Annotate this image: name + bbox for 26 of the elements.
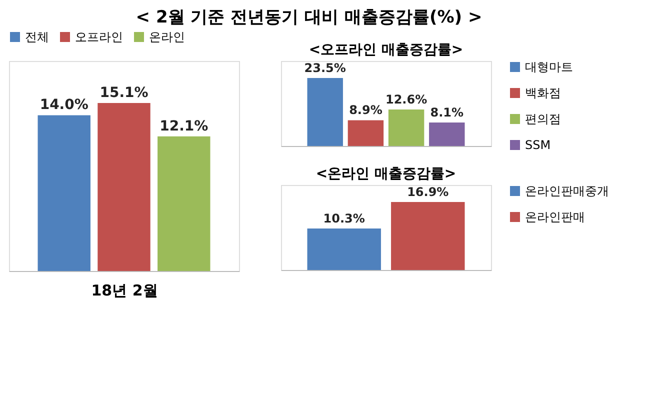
text: < 2월 기준 전년동기 대비 매출증감률(%) > [136, 8, 482, 28]
data-label: 23.5% [304, 61, 346, 75]
chart-title: <온라인 매출증감률> [316, 166, 456, 182]
data-label: 14.0% [40, 97, 88, 114]
legend-label: SSM [525, 138, 551, 152]
data-label: 8.1% [430, 106, 464, 120]
bar [348, 120, 384, 146]
data-label: 15.1% [100, 85, 148, 101]
legend-label: 대형마트 [525, 60, 573, 74]
legend-label: 오프라인 [75, 30, 123, 44]
legend-label: 온라인판매중개 [525, 184, 609, 198]
x-axis-title: 18년 2월 [91, 282, 158, 300]
data-label: 16.9% [407, 185, 449, 199]
bar [388, 110, 424, 146]
legend-label: 편의점 [525, 112, 561, 126]
data-label: 10.3% [323, 212, 365, 226]
chart-title: <오프라인 매출증감률> [308, 42, 464, 58]
legend-label: 온라인 [149, 30, 185, 44]
legend-label: 온라인판매 [525, 210, 585, 224]
data-label: 8.9% [349, 103, 382, 118]
data-label: 12.1% [160, 118, 208, 134]
data-label: 12.6% [385, 92, 428, 107]
legend-label: 전체 [25, 30, 49, 44]
bar [307, 78, 343, 146]
bar [429, 122, 465, 146]
legend-label: 백화점 [525, 86, 561, 100]
